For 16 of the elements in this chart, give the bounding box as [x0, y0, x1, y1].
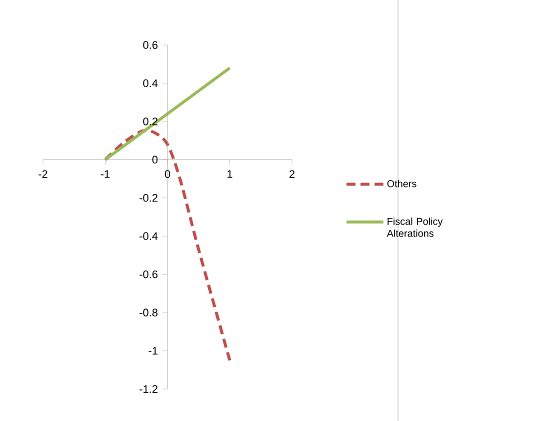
x-tick-label: 0: [164, 170, 170, 178]
y-tick-label: -0.2: [140, 194, 158, 202]
y-tick-label: 0.6: [143, 41, 158, 49]
x-tick-label: -2: [38, 170, 48, 178]
y-tick-label: -1.2: [140, 385, 158, 393]
y-tick-label: -1: [148, 347, 158, 355]
x-tick-label: 2: [290, 170, 295, 178]
y-tick-label: -0.6: [140, 270, 158, 278]
legend-label: Others: [387, 180, 416, 188]
y-tick-label: 0.4: [143, 79, 158, 88]
y-tick-label: 0: [152, 156, 158, 164]
y-tick-label: -0.8: [140, 308, 158, 316]
y-tick-label: -0.4: [140, 232, 158, 240]
legend-label: Fiscal Policy Alterations: [386, 218, 443, 237]
x-tick-label: 1: [228, 170, 232, 178]
x-tick-label: -1: [100, 170, 110, 178]
